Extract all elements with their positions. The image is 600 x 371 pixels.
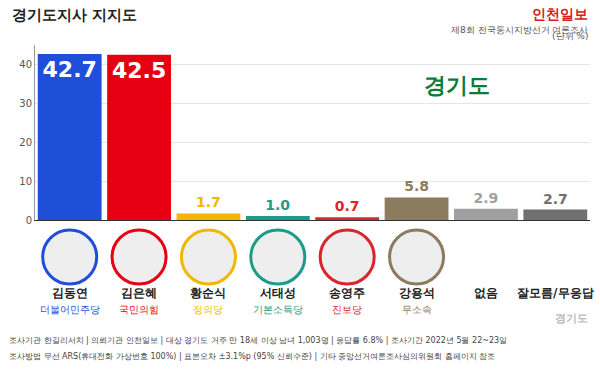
svg-text:조사방법 무선 ARS(휴대전화 가상번호 100%) |: 조사방법 무선 ARS(휴대전화 가상번호 100%) | 표본오차 ±3.1%… — [9, 352, 495, 361]
svg-text:42.5: 42.5 — [112, 58, 166, 83]
svg-text:없음: 없음 — [474, 286, 498, 300]
svg-text:김동연더불어민주당: 김동연더불어민주당 — [40, 286, 100, 315]
svg-text:황순식정의당: 황순식정의당 — [190, 286, 226, 315]
svg-text:1.7: 1.7 — [196, 194, 221, 210]
svg-text:송영주진보당: 송영주진보당 — [329, 286, 365, 315]
svg-text:조사기관 한길리서치 | 의뢰기관 인천일보 | 대상 경기: 조사기관 한길리서치 | 의뢰기관 인천일보 | 대상 경기도 거주 만 18세… — [9, 336, 507, 345]
svg-text:김은혜국민의힘: 김은혜국민의힘 — [119, 286, 159, 315]
svg-text:1.0: 1.0 — [265, 197, 290, 213]
svg-text:2.7: 2.7 — [543, 191, 568, 207]
svg-text:서태성기본소득당: 서태성기본소득당 — [253, 286, 303, 315]
svg-text:강용석무소속: 강용석무소속 — [399, 286, 435, 315]
svg-text:경기도: 경기도 — [424, 73, 490, 98]
svg-text:5.8: 5.8 — [404, 178, 429, 194]
svg-text:잘모름/무응답: 잘모름/무응답 — [517, 286, 593, 300]
svg-text:제8회 전국동시지방선거 여론조사: 제8회 전국동시지방선거 여론조사 — [451, 25, 588, 35]
svg-text:42.7: 42.7 — [43, 57, 97, 82]
svg-text:40: 40 — [19, 59, 32, 70]
svg-text:0: 0 — [26, 215, 32, 226]
svg-text:경기도: 경기도 — [555, 312, 588, 325]
svg-text:인천일보: 인천일보 — [532, 6, 588, 22]
svg-text:경기도지사 지지도: 경기도지사 지지도 — [12, 6, 137, 24]
svg-text:20: 20 — [19, 137, 32, 148]
svg-text:30: 30 — [19, 98, 32, 109]
svg-text:0.7: 0.7 — [335, 198, 360, 214]
svg-text:(단위 %): (단위 %) — [552, 31, 588, 41]
svg-text:2.9: 2.9 — [474, 190, 499, 206]
svg-text:10: 10 — [19, 176, 32, 187]
